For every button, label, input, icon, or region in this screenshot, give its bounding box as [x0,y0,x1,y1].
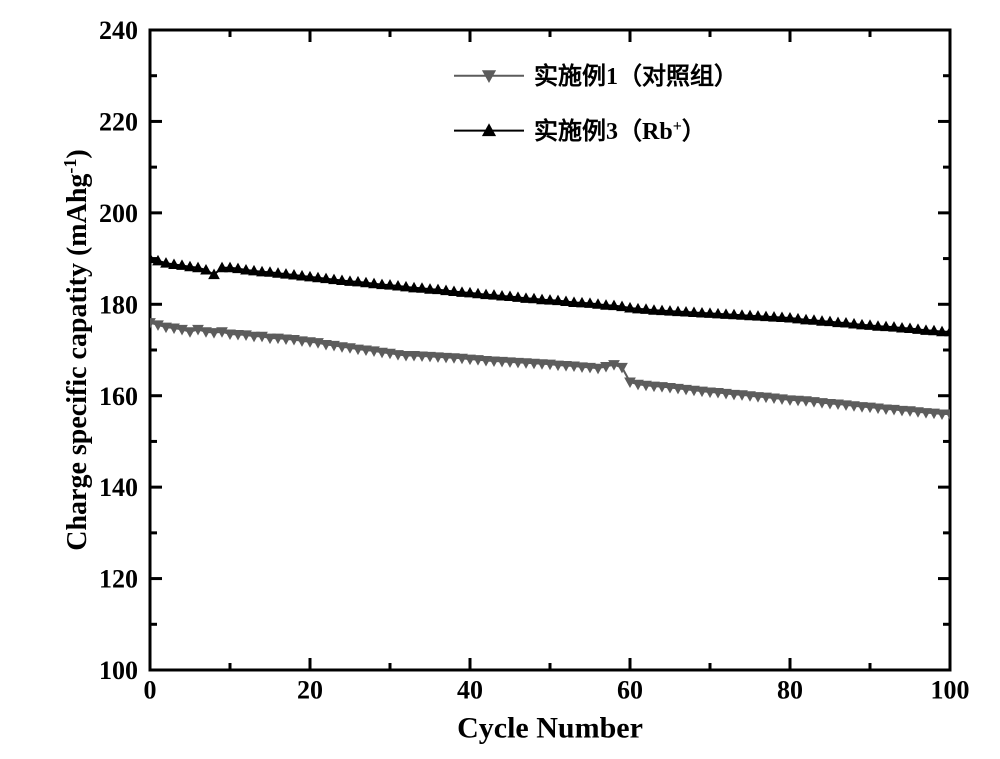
y-tick-label: 160 [99,382,138,411]
y-tick-label: 100 [99,656,138,685]
series2 [145,254,955,336]
x-axis-label: Cycle Number [457,712,643,745]
x-tick-label: 0 [144,676,157,705]
capacity-vs-cycle-chart: 0 20 40 60 80 100 Cycle Number 100 120 140 160 180 2… [0,0,1000,754]
chart-container: 0 20 40 60 80 100 Cycle Number 100 120 140 160 180 2… [0,0,1000,759]
x-tick-label: 40 [457,676,483,705]
plot-area [145,254,955,419]
legend-label: 实施例3（Rb+） [534,117,706,145]
x-tick-label: 20 [297,676,323,705]
y-axis-label: Charge specific capatity (mAhg-1) [60,149,93,550]
legend-label: 实施例1（对照组） [534,62,738,90]
legend: 实施例1（对照组） 实施例3（Rb+） [454,62,738,145]
y-tick-label: 120 [99,565,138,594]
x-tick-label: 100 [931,676,970,705]
x-tick-label: 80 [777,676,803,705]
x-tick-label: 60 [617,676,643,705]
y-tick-label: 140 [99,473,138,502]
series1 [145,319,955,419]
y-tick-label: 240 [99,16,138,45]
y-tick-label: 180 [99,290,138,319]
y-tick-label: 200 [99,199,138,228]
y-tick-label: 220 [99,108,138,137]
